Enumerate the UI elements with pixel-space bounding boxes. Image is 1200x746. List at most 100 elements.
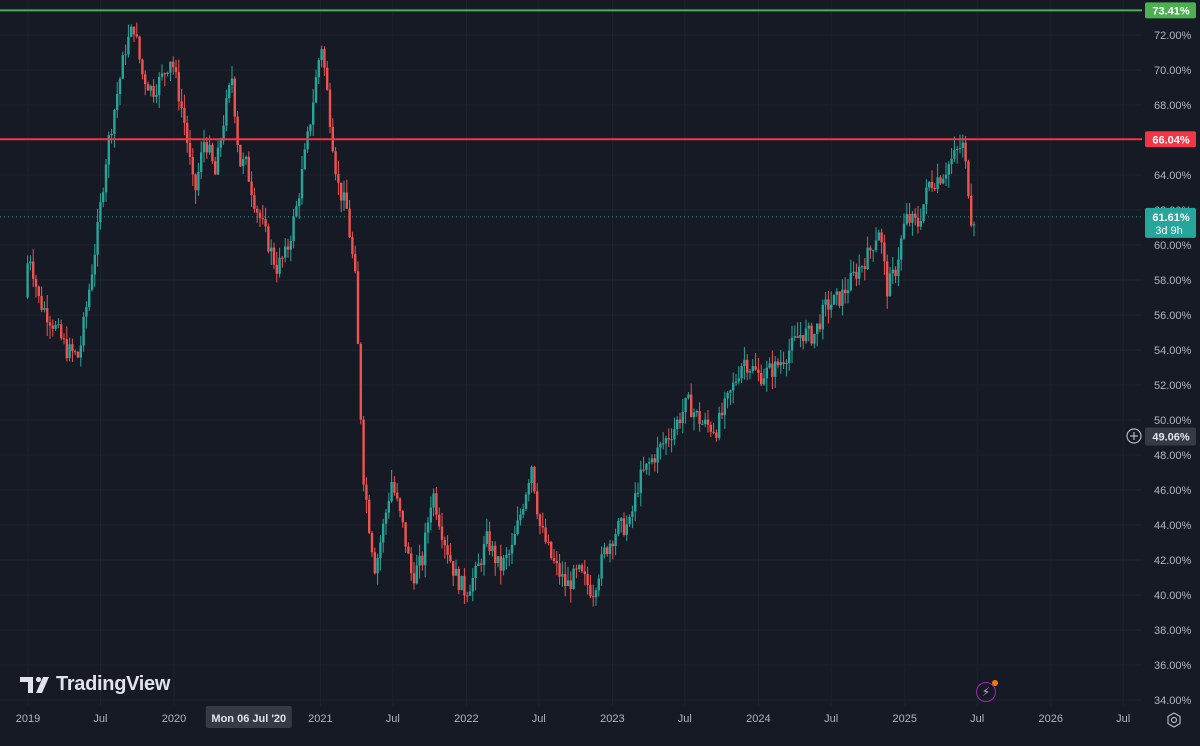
candle-body xyxy=(309,124,312,132)
candle-body xyxy=(163,73,166,75)
candle-body xyxy=(922,204,925,221)
candle xyxy=(536,483,539,520)
candle-body xyxy=(813,333,816,344)
y-tick-label: 50.00% xyxy=(1154,415,1192,427)
candle-body xyxy=(396,492,399,499)
candle xyxy=(200,141,203,180)
candle xyxy=(43,301,46,313)
candle xyxy=(303,143,306,171)
candle-body xyxy=(214,161,217,175)
candle-body xyxy=(230,78,234,86)
candle xyxy=(555,551,558,576)
candle xyxy=(886,254,889,309)
candle-body xyxy=(426,522,430,533)
candle xyxy=(326,60,329,91)
candle xyxy=(309,123,312,137)
candle-body xyxy=(662,443,665,445)
candle-body xyxy=(746,359,749,373)
candle xyxy=(964,135,967,169)
candle xyxy=(530,465,533,493)
candle-body xyxy=(485,531,488,545)
candle xyxy=(438,507,441,530)
candle-body xyxy=(908,213,911,223)
candle xyxy=(421,551,424,571)
settings-icon[interactable] xyxy=(1166,712,1182,728)
candle xyxy=(513,525,516,546)
candle-body xyxy=(188,142,192,157)
y-tick-label: 46.00% xyxy=(1154,485,1192,497)
candle xyxy=(494,541,497,576)
candle-body xyxy=(695,410,698,413)
cursor-price-label: 49.06% xyxy=(1145,427,1196,446)
time-axis[interactable]: 2019 Jul 2020 Mon 06 Jul '20 2021 Jul 2022 Jul 2… xyxy=(16,706,1130,728)
candle xyxy=(116,81,119,119)
candle-body xyxy=(844,289,847,294)
candle xyxy=(205,136,208,160)
candle xyxy=(692,408,696,431)
candle-body xyxy=(950,158,953,165)
candle-body xyxy=(726,392,729,399)
candle-body xyxy=(463,575,466,596)
candle xyxy=(502,554,505,576)
candle xyxy=(648,457,651,476)
candle xyxy=(149,84,152,97)
candle-body xyxy=(664,438,668,444)
x-tick-label: 2025 xyxy=(893,713,917,725)
candle xyxy=(110,128,113,144)
candle xyxy=(396,482,399,502)
candle-body xyxy=(152,85,155,97)
candle xyxy=(337,160,340,195)
lightning-icon[interactable]: ⚡ xyxy=(976,680,998,702)
candle xyxy=(580,563,584,573)
candle-body xyxy=(149,85,152,91)
candle xyxy=(328,82,332,134)
x-tick-label: Jul xyxy=(93,713,107,725)
candle xyxy=(746,353,749,381)
candle xyxy=(597,574,600,597)
candle xyxy=(611,540,614,560)
candle-body xyxy=(653,458,656,463)
candle-body xyxy=(74,351,77,353)
candle-body xyxy=(530,466,533,484)
add-icon[interactable] xyxy=(1126,428,1142,444)
tradingview-logo[interactable]: TradingView xyxy=(20,673,170,696)
candle-body xyxy=(202,142,206,153)
price-axis[interactable]: 72.00%70.00%68.00%64.00%62.00%60.00%58.0… xyxy=(1154,30,1192,707)
candle xyxy=(177,59,180,111)
candle xyxy=(379,535,382,571)
svg-text:73.41%: 73.41% xyxy=(1152,5,1190,17)
candle xyxy=(410,547,413,581)
candle-body xyxy=(622,518,626,535)
candle-body xyxy=(186,122,189,143)
candle xyxy=(261,204,264,225)
candle xyxy=(785,359,788,377)
candle-body xyxy=(127,36,130,55)
candle xyxy=(765,360,768,392)
candle xyxy=(900,235,903,271)
y-tick-label: 34.00% xyxy=(1154,695,1192,707)
candle xyxy=(936,163,939,194)
candle xyxy=(883,234,886,275)
candle xyxy=(877,229,880,241)
candle-body xyxy=(687,394,690,398)
candle-body xyxy=(785,362,788,365)
candle xyxy=(219,137,222,157)
candle xyxy=(967,159,970,199)
y-tick-label: 70.00% xyxy=(1154,65,1192,77)
candle-body xyxy=(690,394,693,418)
y-tick-label: 42.00% xyxy=(1154,555,1192,567)
candle-body xyxy=(130,26,133,37)
candle xyxy=(334,147,337,181)
candle xyxy=(662,432,665,450)
candle xyxy=(60,319,63,341)
candle-body xyxy=(446,545,449,555)
candle xyxy=(211,142,214,165)
candle-body xyxy=(429,507,432,523)
candle-body xyxy=(76,351,80,358)
candle xyxy=(690,383,693,418)
candle-body xyxy=(510,544,514,554)
candle xyxy=(286,238,290,258)
candle xyxy=(121,51,124,79)
